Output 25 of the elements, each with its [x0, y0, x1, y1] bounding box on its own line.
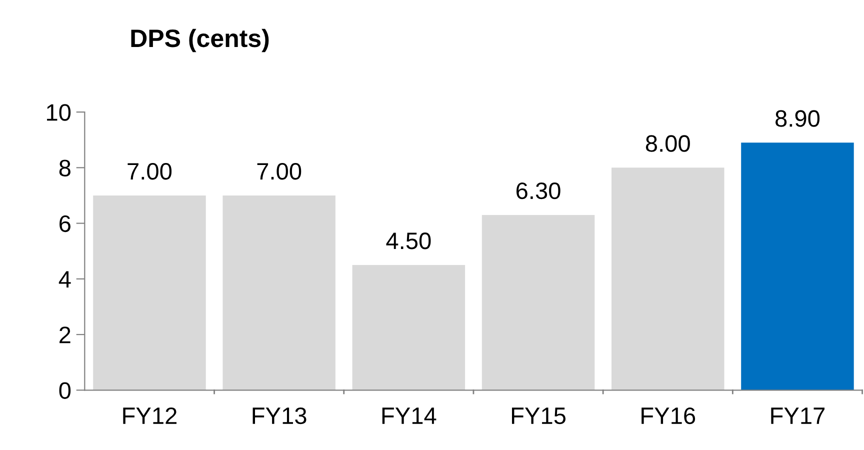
data-label: 7.00 [257, 162, 302, 180]
bar [222, 195, 336, 390]
bar [352, 265, 466, 390]
data-label: 8.90 [776, 110, 820, 127]
y-tick-label: 6 [60, 215, 70, 232]
bar [611, 168, 724, 390]
x-tick-label: FY12 [123, 407, 177, 424]
chart-title: DPS (cents) [131, 28, 269, 52]
y-tick-label: 8 [59, 160, 70, 176]
data-label: 4.50 [386, 232, 431, 250]
data-label: 7.00 [128, 162, 172, 180]
y-tick-label: 0 [59, 382, 71, 399]
y-tick-label: 10 [47, 104, 71, 121]
bar [741, 142, 854, 390]
y-tick-label: 4 [58, 271, 71, 288]
data-label: 8.00 [646, 135, 690, 152]
x-tick-label: FY16 [642, 407, 696, 424]
y-tick-label: 2 [60, 326, 70, 344]
bar [93, 195, 206, 390]
x-tick-label: FY15 [512, 408, 566, 424]
x-tick-label: FY14 [382, 408, 436, 424]
x-tick-label: FY13 [252, 407, 306, 424]
data-label: 6.30 [516, 182, 560, 200]
x-tick-label: FY17 [771, 408, 825, 424]
bar [482, 214, 595, 390]
